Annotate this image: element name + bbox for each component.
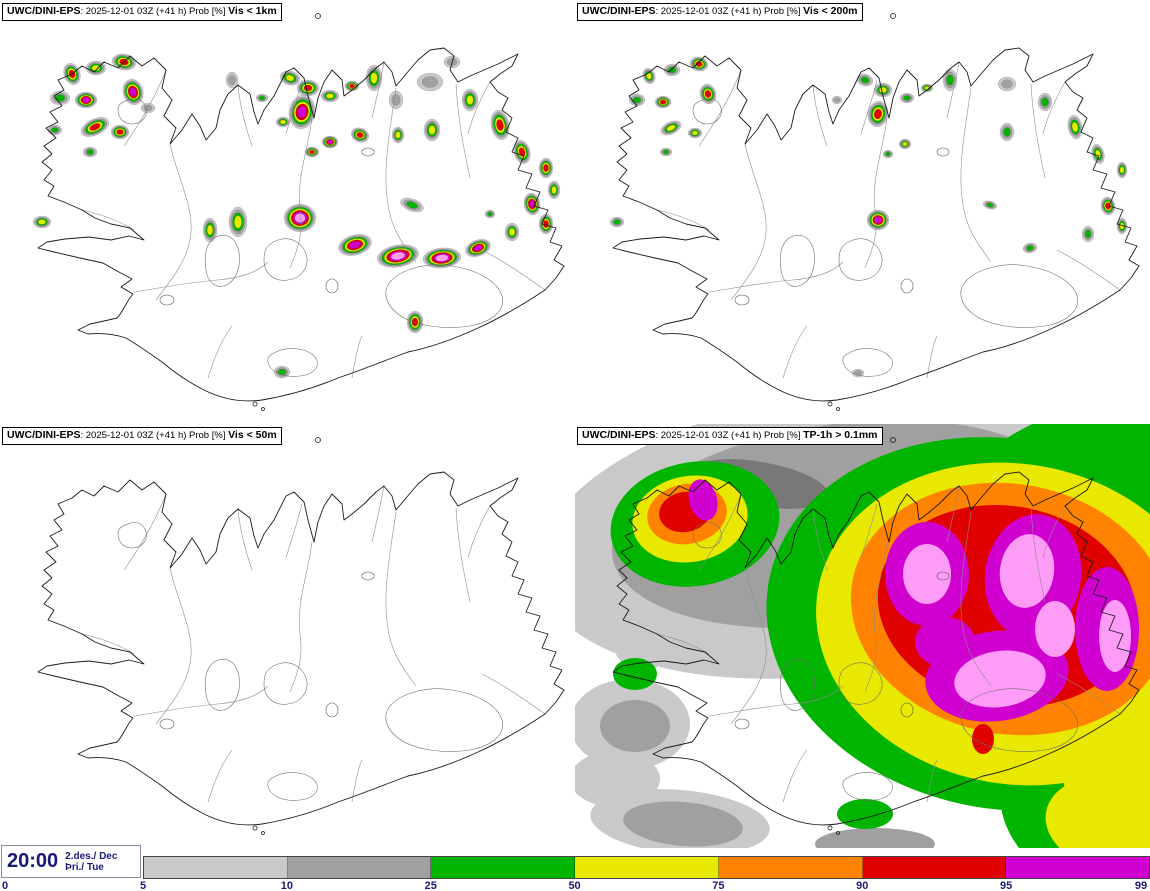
map-tp-1h (575, 424, 1150, 848)
panel-grid: UWC/DINI-EPS: 2025-12-01 03Z (+41 h) Pro… (0, 0, 1150, 848)
parameter-name: Vis < 50m (228, 429, 277, 441)
model-name: UWC/DINI-EPS (582, 429, 656, 441)
legend-segment (287, 857, 432, 878)
panel-vis-1km: UWC/DINI-EPS: 2025-12-01 03Z (+41 h) Pro… (0, 0, 575, 424)
legend-segment (718, 857, 863, 878)
panel-vis-200m: UWC/DINI-EPS: 2025-12-01 03Z (+41 h) Pro… (575, 0, 1150, 424)
run-meta: : 2025-12-01 03Z (+41 h) Prob [%] (655, 430, 804, 441)
map-vis-50m (37, 437, 565, 835)
panel-title: UWC/DINI-EPS: 2025-12-01 03Z (+41 h) Pro… (577, 3, 863, 21)
legend-bar (143, 856, 1150, 879)
map-vis-1km (32, 13, 565, 411)
legend-label: 10 (280, 880, 293, 891)
parameter-name: Vis < 200m (803, 5, 858, 17)
legend-label: 99 (1134, 880, 1148, 891)
valid-date-line: 2.des./ Dec (65, 850, 118, 862)
model-name: UWC/DINI-EPS (7, 5, 81, 17)
panel-tp-1h: UWC/DINI-EPS: 2025-12-01 03Z (+41 h) Pro… (575, 424, 1150, 848)
legend-label: 0 (2, 880, 9, 891)
run-meta: : 2025-12-01 03Z (+41 h) Prob [%] (655, 6, 804, 17)
valid-time-box: 20:00 2.des./ Dec Þri./ Tue (1, 845, 141, 878)
panel-title: UWC/DINI-EPS: 2025-12-01 03Z (+41 h) Pro… (577, 427, 883, 445)
panel-title: UWC/DINI-EPS: 2025-12-01 03Z (+41 h) Pro… (2, 427, 282, 445)
model-name: UWC/DINI-EPS (7, 429, 81, 441)
legend-label: 25 (424, 880, 437, 891)
legend-segment (144, 857, 288, 878)
run-meta: : 2025-12-01 03Z (+41 h) Prob [%] (80, 6, 229, 17)
valid-time: 20:00 (7, 850, 59, 872)
legend-label: 75 (712, 880, 725, 891)
valid-date: 2.des./ Dec Þri./ Tue (65, 851, 117, 873)
legend-segment (862, 857, 1007, 878)
legend-segment (1006, 857, 1150, 878)
footer: 20:00 2.des./ Dec Þri./ Tue 0 5 10 25 50 75 90… (0, 845, 1150, 891)
model-name: UWC/DINI-EPS (582, 5, 656, 17)
run-meta: : 2025-12-01 03Z (+41 h) Prob [%] (80, 430, 229, 441)
parameter-name: TP-1h > 0.1mm (803, 429, 878, 441)
valid-day-line: Þri./ Tue (65, 861, 104, 873)
legend-segment (431, 857, 576, 878)
legend-label: 90 (856, 880, 869, 891)
map-vis-200m (609, 13, 1140, 411)
panel-vis-50m: UWC/DINI-EPS: 2025-12-01 03Z (+41 h) Pro… (0, 424, 575, 848)
parameter-name: Vis < 1km (228, 5, 277, 17)
legend-label: 5 (139, 880, 147, 891)
panel-title: UWC/DINI-EPS: 2025-12-01 03Z (+41 h) Pro… (2, 3, 282, 21)
legend-label: 95 (1000, 880, 1013, 891)
legend-label: 50 (568, 880, 581, 891)
legend-segment (575, 857, 719, 878)
legend-labels: 0 5 10 25 50 75 90 95 99 (0, 880, 1150, 891)
